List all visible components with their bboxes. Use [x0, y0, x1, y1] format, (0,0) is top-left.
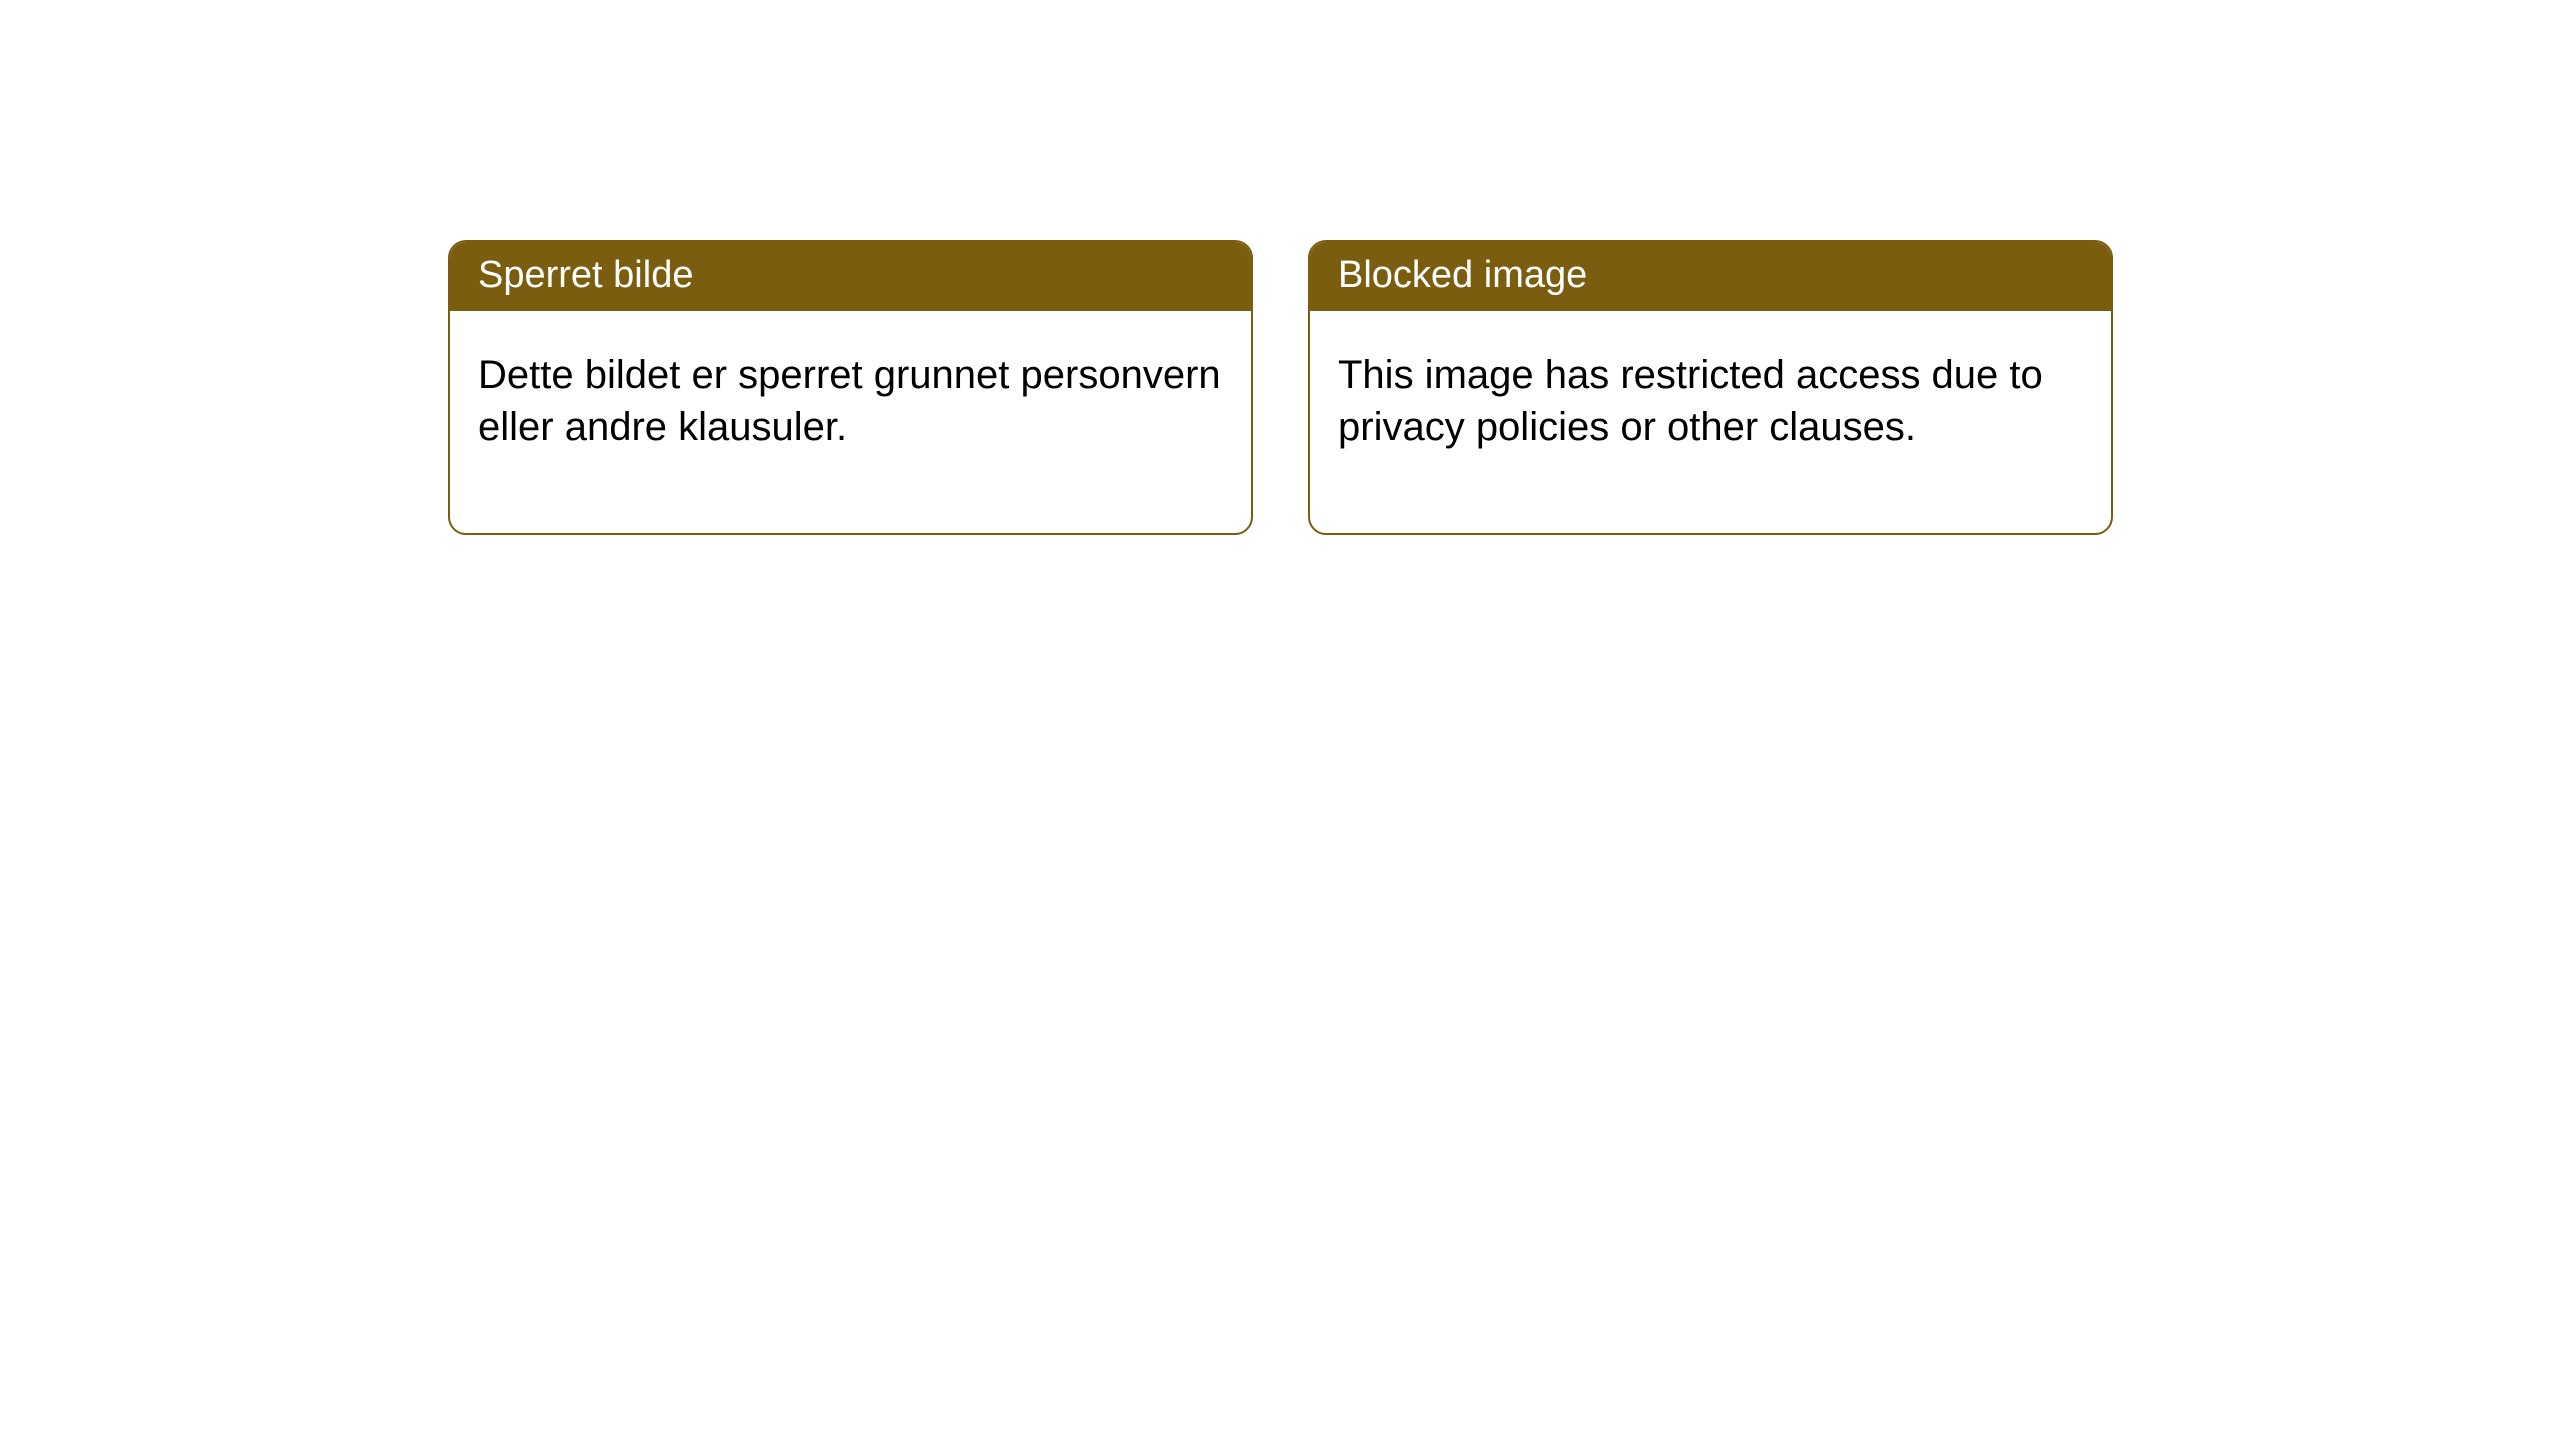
blocked-image-notices: Sperret bilde Dette bildet er sperret gr… [448, 240, 2560, 535]
notice-box-english: Blocked image This image has restricted … [1308, 240, 2113, 535]
notice-header-english: Blocked image [1310, 242, 2111, 311]
notice-body-norwegian: Dette bildet er sperret grunnet personve… [450, 311, 1251, 533]
notice-header-norwegian: Sperret bilde [450, 242, 1251, 311]
notice-box-norwegian: Sperret bilde Dette bildet er sperret gr… [448, 240, 1253, 535]
notice-body-english: This image has restricted access due to … [1310, 311, 2111, 533]
